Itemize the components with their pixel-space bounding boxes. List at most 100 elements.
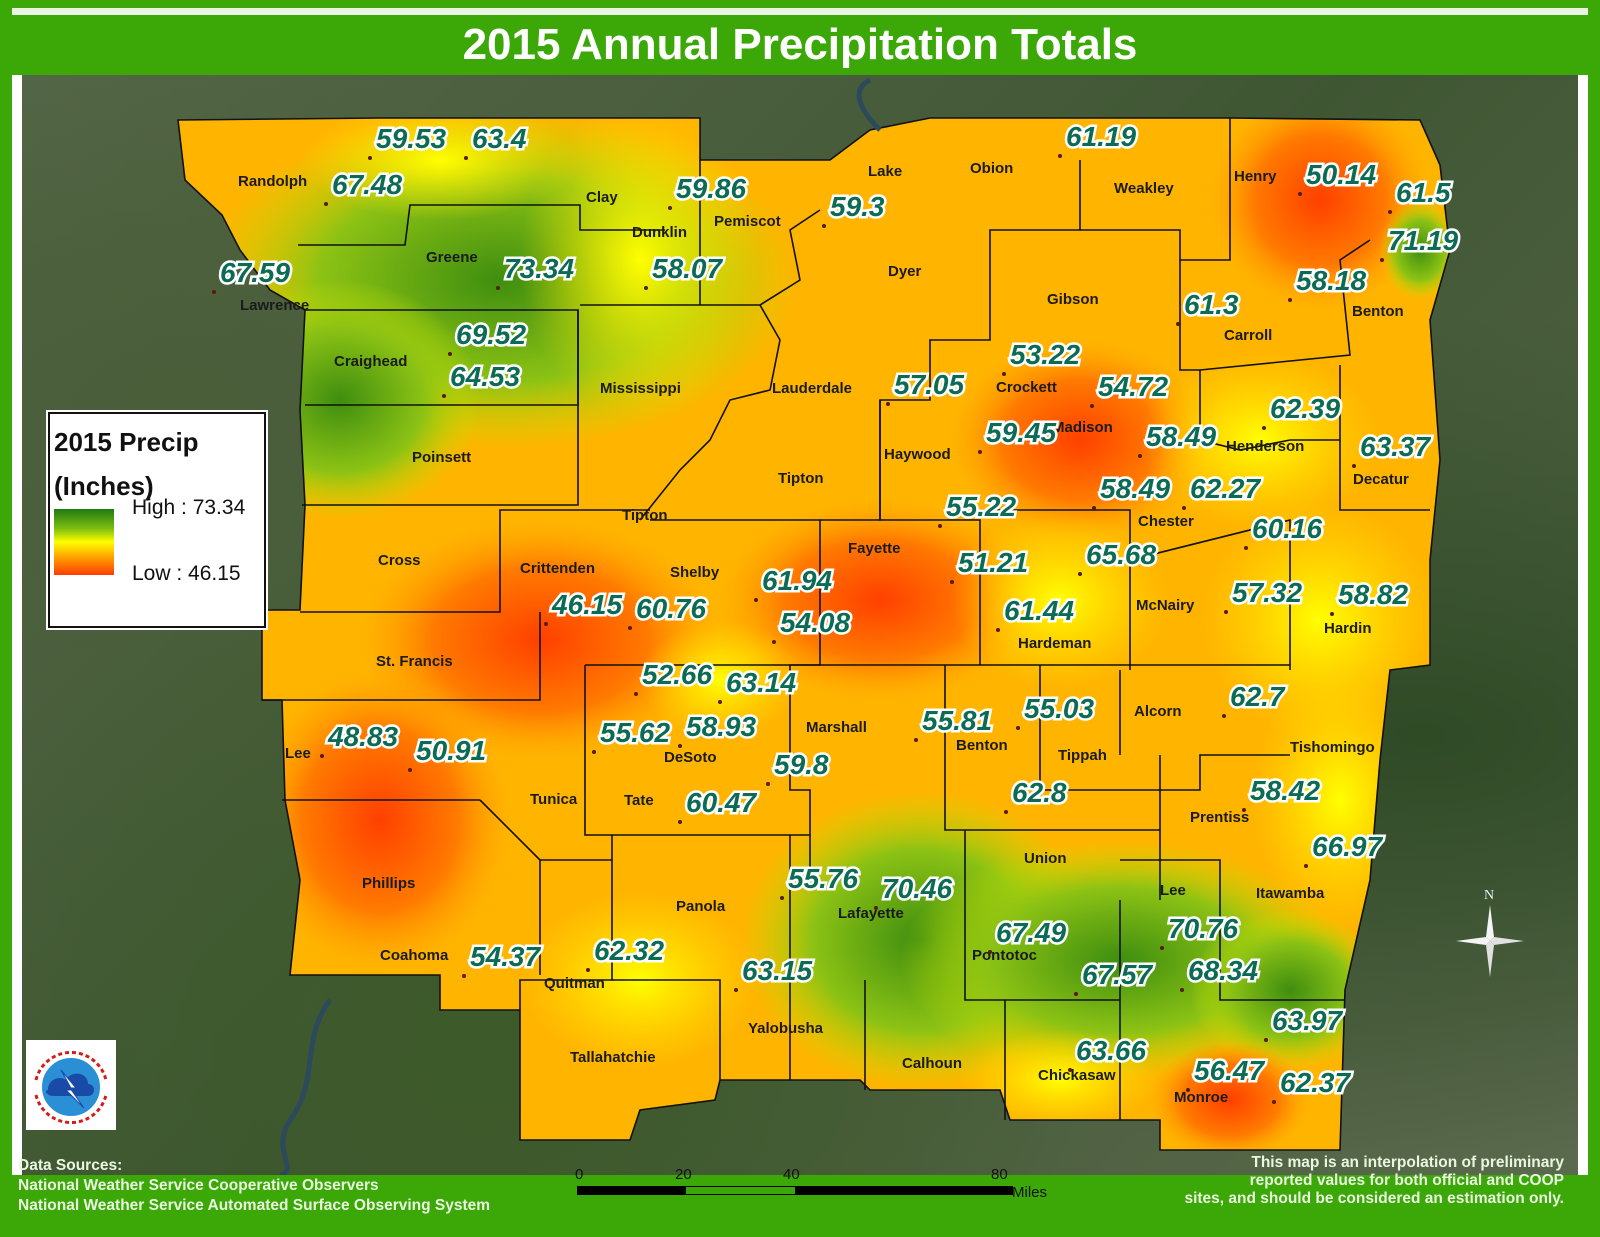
station-dot (950, 580, 954, 584)
legend-color-ramp (54, 509, 114, 575)
station-dot (1180, 988, 1184, 992)
station-value-label: 53.22 (1010, 339, 1080, 370)
station-value-label: 70.76 (1168, 913, 1238, 944)
station-dot (644, 286, 648, 290)
station-dot (1002, 372, 1006, 376)
station-dot (320, 754, 324, 758)
station-value-label: 58.07 (652, 253, 723, 284)
svg-text:N: N (1484, 888, 1494, 903)
county-label: Quitman (544, 975, 605, 992)
station-dot (448, 352, 452, 356)
county-label: Weakley (1114, 180, 1174, 197)
county-label: Union (1024, 850, 1067, 867)
legend-title: 2015 Precip (Inches) (54, 420, 199, 508)
station-dot (978, 450, 982, 454)
county-label: Calhoun (902, 1055, 962, 1072)
station-value-label: 62.37 (1280, 1067, 1351, 1098)
station-value-label: 55.76 (788, 863, 858, 894)
station-value-label: 62.32 (594, 935, 664, 966)
station-dot (1078, 572, 1082, 576)
legend-title-line1: 2015 Precip (54, 427, 199, 457)
station-value-label: 60.47 (686, 787, 757, 818)
station-value-label: 61.94 (762, 565, 832, 596)
county-label: Henderson (1226, 438, 1304, 455)
station-dot (368, 156, 372, 160)
county-label: Hardin (1324, 620, 1372, 637)
scale-units: Miles (1012, 1184, 1048, 1201)
station-value-label: 64.53 (450, 361, 520, 392)
station-value-label: 59.53 (376, 123, 446, 154)
county-label: Pontotoc (972, 947, 1037, 964)
station-dot (822, 224, 826, 228)
county-label: Madison (1052, 419, 1113, 436)
station-dot (442, 394, 446, 398)
station-dot (914, 738, 918, 742)
station-dot (1182, 506, 1186, 510)
station-value-label: 52.66 (642, 659, 712, 690)
station-value-label: 66.97 (1312, 831, 1383, 862)
station-value-label: 63.66 (1076, 1035, 1146, 1066)
station-dot (1138, 454, 1142, 458)
county-label: Pemiscot (714, 213, 781, 230)
county-label: Lake (868, 163, 902, 180)
station-value-label: 69.52 (456, 319, 526, 350)
county-label: Tunica (530, 791, 578, 808)
county-label: Poinsett (412, 449, 471, 466)
station-value-label: 55.81 (922, 705, 992, 736)
county-label: Chester (1138, 513, 1194, 530)
station-value-label: 48.83 (327, 721, 398, 752)
station-dot (1074, 992, 1078, 996)
station-dot (1272, 1100, 1276, 1104)
scale-tick-20: 20 (675, 1166, 692, 1183)
station-value-label: 61.19 (1066, 121, 1136, 152)
station-dot (1016, 726, 1020, 730)
county-label: Benton (1352, 303, 1404, 320)
station-value-label: 60.16 (1252, 513, 1322, 544)
station-dot (874, 906, 878, 910)
station-value-label: 55.03 (1024, 693, 1094, 724)
station-value-label: 50.91 (416, 735, 486, 766)
scale-tick-80: 80 (991, 1166, 1008, 1183)
county-label: Gibson (1047, 291, 1099, 308)
county-label: Lee (285, 745, 311, 762)
scale-segment-1 (577, 1186, 686, 1195)
data-sources-title: Data Sources: (18, 1157, 123, 1174)
county-label: Alcorn (1134, 703, 1182, 720)
data-source-coop: National Weather Service Cooperative Obs… (18, 1177, 379, 1194)
station-value-label: 61.44 (1004, 595, 1074, 626)
station-value-label: 59.45 (986, 417, 1056, 448)
station-dot (1298, 192, 1302, 196)
station-dot (496, 286, 500, 290)
station-dot (1262, 426, 1266, 430)
legend: 2015 Precip (Inches) High : 73.34 Low : … (48, 412, 266, 628)
station-dot (886, 402, 890, 406)
station-dot (718, 700, 722, 704)
station-dot (1068, 1068, 1072, 1072)
nws-logo (26, 1040, 116, 1130)
station-dot (1058, 154, 1062, 158)
disclaimer: This map is an interpolation of prelimin… (1184, 1154, 1564, 1208)
county-label: Lee (1160, 882, 1186, 899)
county-label: Craighead (334, 353, 407, 370)
station-value-label: 62.7 (1230, 681, 1286, 712)
map-title: 2015 Annual Precipitation Totals (462, 20, 1138, 69)
county-label: Crockett (996, 379, 1057, 396)
station-dot (1352, 464, 1356, 468)
county-label: Crittenden (520, 560, 595, 577)
station-value-label: 61.3 (1184, 289, 1239, 320)
county-label: Shelby (670, 564, 720, 581)
station-dot (1330, 612, 1334, 616)
county-label: Phillips (362, 875, 415, 892)
station-dot (938, 524, 942, 528)
county-label: Tishomingo (1290, 739, 1375, 756)
station-value-label: 63.15 (742, 955, 812, 986)
disclaimer-line-1: This map is an interpolation of prelimin… (1251, 1154, 1564, 1171)
county-label: Mississippi (600, 380, 681, 397)
county-label: Lauderdale (772, 380, 852, 397)
station-dot (1176, 322, 1180, 326)
county-label: Dyer (888, 263, 922, 280)
station-value-label: 50.14 (1306, 159, 1376, 190)
station-dot (1092, 506, 1096, 510)
station-dot (780, 896, 784, 900)
